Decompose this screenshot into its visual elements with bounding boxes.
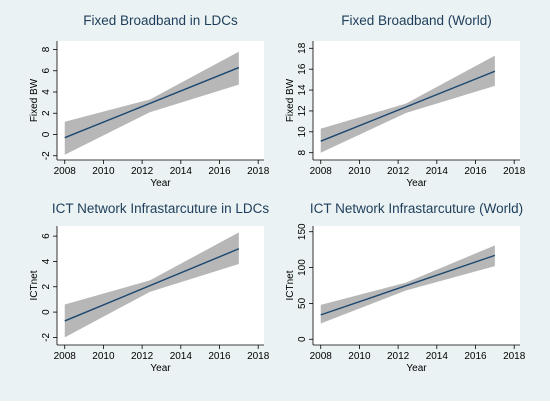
chart-title: Fixed Broadband (World) [341, 13, 492, 28]
x-tick-label: 2014 [426, 351, 449, 362]
y-tick-label: 12 [297, 105, 308, 117]
chart-title: ICT Network Infrastarcuture (World) [310, 201, 523, 216]
x-tick-label: 2010 [348, 351, 371, 362]
fit-line [64, 248, 240, 322]
y-axis-label: ICTnet [29, 270, 40, 300]
y-tick-label: -2 [41, 333, 52, 342]
confidence-band [320, 55, 495, 153]
x-tick-label: 2012 [131, 351, 154, 362]
chart-title: ICT Network Infrastarcuture in LDCs [52, 201, 270, 216]
x-tick-label: 2014 [170, 351, 193, 362]
y-tick-label: 6 [41, 68, 52, 74]
x-tick-label: 2014 [170, 166, 193, 177]
y-tick-label: 2 [41, 110, 52, 116]
y-tick-label: 150 [297, 223, 308, 240]
fit-line [64, 66, 240, 139]
x-tick-label: 2016 [464, 351, 487, 362]
y-tick-label: 8 [41, 46, 52, 52]
y-tick-label: 50 [297, 297, 308, 309]
y-tick-label: 8 [297, 149, 308, 155]
x-tick-label: 2010 [92, 351, 115, 362]
x-tick-label: 2018 [247, 166, 270, 177]
y-tick-label: 0 [297, 336, 308, 342]
y-tick-label: -2 [41, 151, 52, 160]
x-axis-label: Year [150, 363, 171, 374]
y-tick-label: 10 [297, 126, 308, 138]
x-tick-label: 2008 [54, 351, 77, 362]
chart-panel-1: -2 0 2 4 6 8 2008 2010 2012 2014 2016 2018 Year Fixed… [29, 13, 270, 189]
x-tick-label: 2018 [503, 351, 526, 362]
y-tick-label: 18 [297, 42, 308, 54]
y-tick-label: 0 [41, 131, 52, 137]
y-tick-label: 16 [297, 63, 308, 75]
x-tick-label: 2008 [310, 351, 333, 362]
x-tick-label: 2014 [426, 166, 449, 177]
x-tick-label: 2012 [387, 166, 410, 177]
x-tick-label: 2010 [92, 166, 115, 177]
chart-title: Fixed Broadband in LDCs [83, 13, 238, 28]
x-tick-label: 2008 [310, 166, 333, 177]
x-tick-label: 2016 [208, 166, 231, 177]
x-tick-label: 2012 [387, 351, 410, 362]
x-tick-label: 2012 [131, 166, 154, 177]
x-tick-label: 2018 [247, 351, 270, 362]
y-tick-label: 0 [41, 309, 52, 315]
chart-panel-2: 8 10 12 14 16 18 2008 2010 2012 2014 2016 2018 Year F… [285, 13, 526, 189]
y-tick-label: 4 [41, 258, 52, 264]
chart-panel-3: -2 0 2 4 6 2008 2010 2012 2014 2016 2018 Year ICTnet… [29, 201, 270, 374]
y-tick-label: 14 [297, 84, 308, 96]
x-axis-label: Year [150, 178, 171, 189]
fit-line [320, 70, 496, 142]
fit-line [320, 254, 496, 316]
y-tick-label: 4 [41, 89, 52, 95]
y-axis-label: Fixed BW [29, 78, 40, 122]
chart-panel-4: 0 50 100 150 2008 2010 2012 2014 2016 2018 Year ICT… [285, 201, 526, 374]
y-tick-label: 6 [41, 233, 52, 239]
x-tick-label: 2008 [54, 166, 77, 177]
x-tick-label: 2018 [503, 166, 526, 177]
y-axis-label: ICTnet [285, 270, 296, 300]
x-axis-label: Year [406, 178, 427, 189]
x-tick-label: 2016 [464, 166, 487, 177]
x-tick-label: 2016 [208, 351, 231, 362]
x-tick-label: 2010 [348, 166, 371, 177]
x-axis-label: Year [406, 363, 427, 374]
y-axis-label: Fixed BW [285, 78, 296, 122]
y-tick-label: 100 [297, 259, 308, 276]
y-tick-label: 2 [41, 284, 52, 290]
